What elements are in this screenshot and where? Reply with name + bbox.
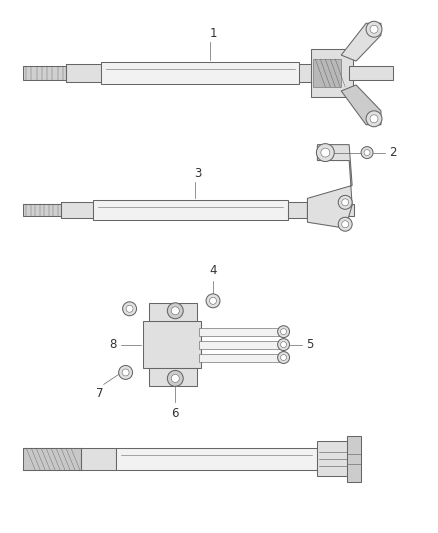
Polygon shape	[307, 144, 352, 228]
Circle shape	[281, 342, 286, 348]
Circle shape	[338, 196, 352, 209]
Circle shape	[119, 366, 133, 379]
Bar	[66, 64, 101, 82]
Circle shape	[278, 326, 290, 337]
Text: 3: 3	[194, 167, 202, 181]
Circle shape	[281, 329, 286, 335]
Bar	[116, 448, 318, 470]
Bar	[300, 64, 319, 82]
Bar	[288, 203, 307, 218]
Circle shape	[278, 338, 290, 351]
Circle shape	[171, 307, 179, 315]
Bar	[149, 368, 197, 386]
Circle shape	[338, 217, 352, 231]
Bar	[347, 436, 361, 482]
Bar	[81, 448, 116, 470]
Circle shape	[321, 148, 330, 157]
Text: 7: 7	[96, 387, 103, 400]
Circle shape	[316, 144, 334, 161]
Circle shape	[167, 303, 183, 319]
Circle shape	[342, 221, 349, 228]
Bar	[314, 59, 341, 87]
Circle shape	[370, 25, 378, 33]
Circle shape	[361, 147, 373, 158]
Circle shape	[171, 375, 179, 382]
Circle shape	[122, 369, 129, 376]
Bar	[349, 66, 393, 80]
Circle shape	[206, 294, 220, 308]
Circle shape	[278, 352, 290, 364]
Bar	[199, 328, 283, 336]
Bar	[61, 203, 93, 218]
Bar	[101, 62, 300, 84]
Circle shape	[342, 199, 349, 206]
Bar	[149, 303, 197, 321]
Text: 8: 8	[109, 338, 117, 351]
Circle shape	[167, 370, 183, 386]
Bar	[23, 448, 81, 470]
Circle shape	[123, 302, 137, 316]
Polygon shape	[341, 23, 381, 61]
Circle shape	[126, 305, 133, 312]
Text: 6: 6	[172, 407, 179, 420]
Text: 2: 2	[389, 146, 396, 159]
Polygon shape	[341, 85, 381, 125]
Bar	[23, 66, 66, 80]
Bar	[144, 321, 201, 368]
Bar	[23, 204, 61, 216]
Circle shape	[366, 111, 382, 127]
Bar	[199, 341, 283, 349]
Bar	[93, 200, 288, 220]
Circle shape	[364, 150, 370, 156]
Text: 4: 4	[209, 264, 217, 277]
Circle shape	[281, 354, 286, 360]
Bar	[199, 353, 283, 361]
Circle shape	[366, 21, 382, 37]
Bar	[318, 441, 359, 477]
Text: 1: 1	[209, 27, 217, 40]
Text: 5: 5	[307, 338, 314, 351]
Bar	[307, 204, 354, 216]
Bar	[311, 49, 353, 97]
Circle shape	[209, 297, 216, 304]
Circle shape	[370, 115, 378, 123]
